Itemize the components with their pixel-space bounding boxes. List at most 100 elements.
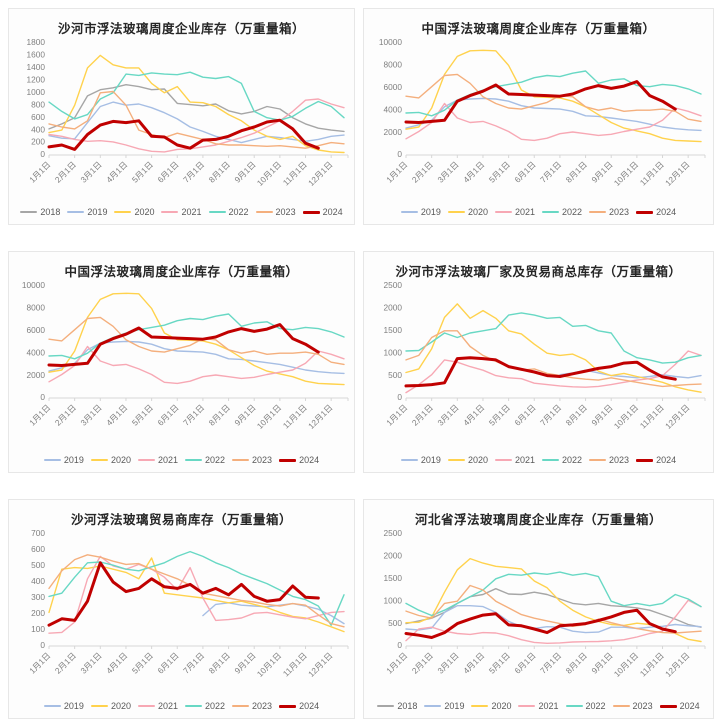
legend-label: 2022 (562, 207, 583, 217)
chart-title: 中国浮法玻璃周度企业库存（万重量箱） (421, 22, 656, 36)
legend-label: 2023 (252, 701, 273, 711)
chart-plot-area: 0 2000 4000 6000 8000 10000 1月1日 2月1日 3月1日 4月1日 5月… (9, 280, 354, 455)
legend-item-2022: 2022 (542, 207, 582, 217)
legend-swatch (161, 211, 179, 213)
legend-label: 2023 (632, 701, 653, 711)
y-axis-tick-label: 8000 (26, 303, 45, 313)
x-axis-tick-label: 5月1日 (129, 650, 154, 675)
y-axis-tick-label: 4000 (26, 347, 45, 357)
x-axis-tick-label: 4月1日 (104, 402, 129, 427)
x-axis-tick-label: 8月1日 (206, 402, 231, 427)
legend-swatch (494, 211, 512, 213)
series-line-2024 (47, 323, 320, 367)
chart-legend: 2019 2020 2021 2022 2023 2024 (9, 455, 354, 465)
x-axis-tick-label: 4月1日 (104, 159, 129, 184)
x-axis-tick-label: 3月1日 (435, 402, 460, 427)
legend-swatch (255, 211, 273, 213)
x-axis-tick-label: 10月1日 (611, 650, 640, 679)
x-axis-tick-label: 6月1日 (155, 402, 180, 427)
x-axis-tick-label: 2月1日 (409, 650, 434, 675)
chart-title: 河北省浮法玻璃周度企业库存（万重量箱） (414, 513, 662, 527)
y-axis-tick-label: 0 (40, 392, 45, 402)
legend-item-2018: 2018 (377, 701, 417, 711)
x-axis-tick-label: 5月1日 (129, 402, 154, 427)
legend-item-2024: 2024 (659, 701, 700, 711)
legend-item-2021: 2021 (161, 207, 202, 217)
legend-swatch (518, 705, 536, 707)
x-axis-tick-label: 6月1日 (512, 402, 537, 427)
chart-grid: 沙河市浮法玻璃周度企业库存（万重量箱） 0 200 400 600 800 1000 120… (8, 8, 714, 719)
x-axis-tick-label: 12月1日 (662, 650, 691, 679)
legend-swatch (90, 459, 108, 461)
legend-swatch (279, 704, 297, 708)
x-axis-tick-label: 8月1日 (563, 402, 588, 427)
legend-swatch (400, 459, 418, 461)
series-line-2022 (404, 571, 702, 617)
legend-swatch (659, 704, 677, 708)
y-axis-tick-label: 100 (31, 624, 45, 634)
legend-label: 2019 (420, 455, 441, 465)
legend-item-2023: 2023 (589, 455, 629, 465)
x-axis-tick-label: 12月1日 (662, 159, 691, 188)
series-line-2021 (47, 98, 345, 153)
legend-label: 2020 (491, 701, 512, 711)
x-axis-tick-label: 5月1日 (129, 159, 154, 184)
x-axis-tick-label: 1月1日 (27, 159, 52, 184)
legend-swatch (471, 705, 489, 707)
legend-item-2022: 2022 (185, 701, 225, 711)
y-axis-tick-label: 10000 (21, 280, 44, 290)
series-line-2024 (404, 80, 677, 124)
legend-label: 2023 (609, 455, 630, 465)
y-axis-tick-label: 600 (31, 544, 45, 554)
x-axis-tick-label: 8月1日 (563, 650, 588, 675)
legend-label: 2022 (228, 207, 249, 217)
legend-label: 2022 (562, 455, 583, 465)
y-axis-tick-label: 1200 (26, 75, 45, 85)
x-axis-tick-label: 3月1日 (78, 402, 103, 427)
chart-legend: 2019 2020 2021 2022 2023 2024 (364, 455, 713, 465)
x-axis-tick-label: 3月1日 (78, 159, 103, 184)
series-line-2021 (404, 102, 702, 142)
x-axis-tick-label: 2月1日 (52, 650, 77, 675)
series-line-2019 (47, 101, 345, 144)
x-axis-tick-label: 12月1日 (305, 159, 334, 188)
chart-title: 沙河浮法玻璃贸易商库存（万重量箱） (70, 513, 292, 527)
chart-plot-area: 0 500 1000 1500 2000 2500 1月1日 2月1日 3月1日 4月1日 5月1日… (364, 280, 713, 455)
series-line-2020 (404, 49, 702, 143)
legend-swatch (565, 705, 583, 707)
y-axis-tick-label: 300 (31, 592, 45, 602)
chart-title: 沙河市浮法玻璃周度企业库存（万重量箱） (57, 22, 305, 36)
chart-legend: 2018 2019 2020 2021 2022 2023 2024 (364, 701, 713, 711)
chart-plot-area: 0 500 1000 1500 2000 2500 1月1日 2月1日 3月1日 4月1日 5月1日… (364, 528, 713, 701)
x-axis-tick-label: 12月1日 (305, 402, 334, 431)
legend-item-2019: 2019 (43, 701, 84, 711)
x-axis-tick-label: 8月1日 (206, 159, 231, 184)
legend-label: 2024 (299, 701, 320, 711)
chart-plot-area: 0 2000 4000 6000 8000 10000 1月1日 2月1日 3月1日 4月1日 5月… (364, 37, 713, 207)
y-axis-tick-label: 0 (40, 149, 45, 159)
series-line-2020 (404, 303, 702, 393)
y-axis-tick-label: 0 (40, 640, 45, 650)
legend-swatch (20, 211, 38, 213)
x-axis-tick-label: 1月1日 (384, 402, 409, 427)
series-line-2023 (47, 316, 345, 366)
series-line-2024 (404, 356, 677, 388)
legend-swatch (137, 459, 155, 461)
legend-item-2023: 2023 (255, 207, 296, 217)
legend-swatch (447, 211, 465, 213)
x-axis-tick-label: 2月1日 (409, 159, 434, 184)
legend-label: 2023 (275, 207, 296, 217)
legend-swatch (494, 459, 512, 461)
y-axis-tick-label: 1400 (26, 62, 45, 72)
chart-legend: 2019 2020 2021 2022 2023 2024 (364, 207, 713, 217)
series-line-2021 (47, 555, 345, 634)
chart-plot-area: 0 100 200 300 400 500 600 700 1月1日 2月1日 3月1日 4月1日 5月… (9, 528, 354, 701)
series-line-2022 (47, 71, 345, 121)
chart-title: 中国浮法玻璃周度企业库存（万重量箱） (64, 265, 299, 279)
legend-label: 2019 (63, 455, 84, 465)
legend-swatch (90, 705, 108, 707)
series-line-2021 (404, 599, 702, 645)
line-chart-svg: 0 2000 4000 6000 8000 10000 1月1日 2月1日 3月1日 4月1日 5月… (21, 280, 348, 431)
legend-item-2024: 2024 (636, 207, 676, 217)
legend-item-2018: 2018 (20, 207, 60, 217)
